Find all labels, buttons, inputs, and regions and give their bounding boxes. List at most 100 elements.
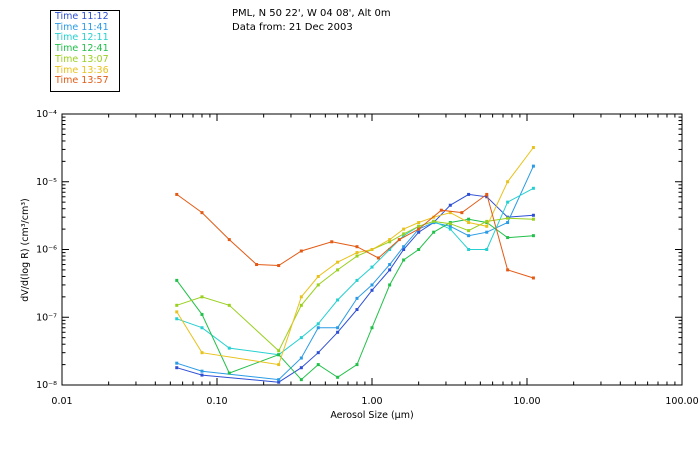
data-point: [417, 227, 421, 231]
data-point: [448, 203, 452, 207]
data-point: [388, 248, 392, 251]
data-point: [388, 283, 392, 287]
data-point: [277, 380, 281, 384]
data-point: [531, 213, 535, 217]
data-point: [467, 221, 471, 225]
data-point: [277, 353, 281, 357]
data-point: [531, 234, 535, 238]
data-point: [200, 369, 204, 373]
data-point: [531, 164, 535, 168]
data-point: [299, 356, 303, 360]
data-point: [336, 268, 340, 272]
data-point: [506, 268, 510, 272]
data-point: [370, 265, 374, 269]
data-point: [439, 208, 443, 212]
data-point: [448, 227, 452, 231]
data-point: [175, 317, 179, 321]
data-point: [506, 180, 510, 184]
data-point: [417, 224, 421, 228]
data-point: [506, 200, 510, 204]
data-point: [355, 254, 359, 258]
data-point: [485, 230, 489, 234]
data-point: [506, 221, 510, 225]
data-point: [316, 274, 320, 278]
legend-item: Time 13:57: [55, 75, 109, 87]
y-tick-label: 10⁻⁵: [36, 177, 57, 188]
data-point: [417, 230, 421, 234]
data-point: [175, 192, 179, 196]
data-point: [299, 295, 303, 299]
data-point: [200, 211, 204, 215]
data-point: [355, 278, 359, 282]
data-point: [355, 296, 359, 300]
data-point: [175, 310, 179, 314]
chart-header: PML, N 50 22', W 04 08', Alt 0m Data fro…: [232, 7, 391, 35]
data-point: [299, 249, 303, 253]
axes: 0.01 0.10 1.00 10.00 100.00 10⁻⁸ 10⁻⁷ 10⁻⁶ 10⁻⁵ 1…: [36, 109, 699, 407]
data-point: [227, 346, 231, 350]
data-point: [370, 248, 374, 251]
data-point: [402, 227, 406, 231]
x-axis-label: Aerosol Size (μm): [330, 410, 413, 421]
data-point: [299, 378, 303, 382]
data-point: [227, 238, 231, 242]
data-point: [506, 216, 510, 220]
data-point: [388, 238, 392, 242]
data-point: [299, 303, 303, 307]
data-point: [432, 230, 436, 234]
data-point: [485, 224, 489, 228]
data-point: [460, 211, 464, 215]
x-tick-label: 0.01: [51, 396, 72, 407]
x-tick-label: 10.00: [513, 396, 540, 407]
x-tick-label: 0.10: [206, 396, 227, 407]
y-tick-label: 10⁻⁶: [36, 245, 57, 256]
y-tick-label: 10⁻⁴: [36, 109, 57, 120]
legend-item: Time 13:36: [55, 64, 109, 76]
location-text: PML, N 50 22', W 04 08', Alt 0m: [232, 8, 391, 19]
data-point: [485, 195, 489, 199]
data-point: [467, 229, 471, 233]
data-point: [531, 217, 535, 221]
data-point: [388, 263, 392, 267]
data-point: [175, 278, 179, 282]
data-point: [485, 248, 489, 251]
data-point: [277, 264, 281, 268]
x-tick-label: 1.00: [361, 396, 382, 407]
data-point: [397, 238, 401, 242]
data-point: [432, 219, 436, 223]
data-point: [402, 245, 406, 249]
data-point: [330, 240, 334, 244]
series-line: [176, 187, 534, 356]
data-point: [355, 308, 359, 312]
data-point: [175, 361, 179, 365]
data-point: [175, 366, 179, 370]
data-point: [467, 248, 471, 251]
data-point: [448, 222, 452, 226]
data-point: [175, 303, 179, 307]
data-point: [448, 224, 452, 228]
series-line: [176, 218, 534, 381]
data-point: [277, 349, 281, 353]
data-point: [355, 363, 359, 367]
legend-item: Time 11:41: [55, 21, 109, 33]
legend: Time 11:12 Time 11:41 Time 12:11 Time 12…: [50, 10, 120, 92]
y-tick-label: 10⁻⁷: [36, 312, 57, 323]
data-point: [467, 234, 471, 238]
data-point: [316, 322, 320, 326]
data-point: [467, 192, 471, 196]
data-point: [227, 371, 231, 375]
data-point: [355, 251, 359, 255]
data-point: [299, 366, 303, 370]
data-point: [336, 375, 340, 379]
series-group: [175, 146, 535, 384]
data-point: [531, 276, 535, 280]
data-point: [336, 298, 340, 302]
data-point: [316, 363, 320, 367]
data-point: [485, 219, 489, 223]
data-point: [448, 211, 452, 215]
data-point: [370, 288, 374, 292]
data-point: [316, 351, 320, 355]
legend-item: Time 12:11: [55, 32, 109, 44]
data-point: [506, 236, 510, 240]
